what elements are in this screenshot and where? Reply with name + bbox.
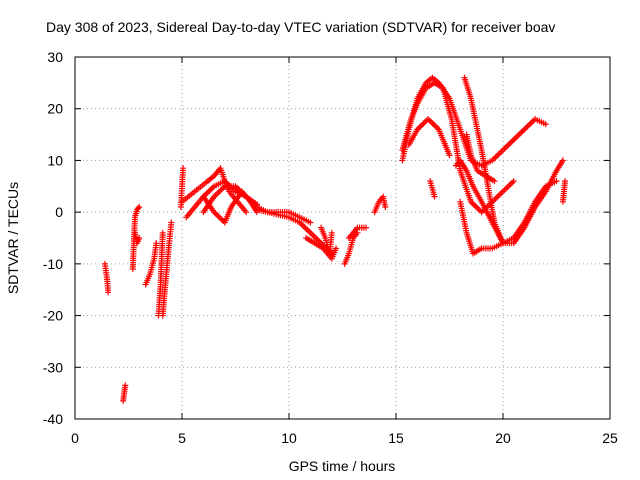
data-point [553,178,560,185]
x-tick-label: 25 [602,430,618,446]
series-s24 [452,157,560,247]
y-tick-label: 20 [47,101,63,117]
chart-title: Day 308 of 2023, Sidereal Day-to-day VTE… [46,19,555,35]
x-tick-label: 10 [281,430,297,446]
y-tick-label: -30 [43,359,63,375]
grid-layer [75,57,610,419]
series-s4 [131,229,143,247]
series-s23 [461,74,566,247]
y-tick-label: -20 [43,308,63,324]
series-s27 [559,178,569,205]
x-axis-label: GPS time / hours [289,458,396,474]
data-point [307,219,314,226]
y-tick-label: -40 [43,411,63,427]
data-point [105,289,112,296]
point-layer [101,74,569,404]
data-point [168,219,175,226]
series-s11 [200,183,314,226]
data-point [542,121,549,128]
series-s6 [155,229,166,319]
series-s25 [457,198,506,257]
data-point [328,229,335,236]
series-s16 [341,229,361,267]
data-point [153,240,160,247]
series-s18 [371,193,389,216]
data-point [180,165,187,172]
x-tick-label: 0 [71,430,79,446]
data-point [431,193,438,200]
series-s15 [318,224,335,257]
data-point [446,152,453,159]
y-tick-label: 10 [47,152,63,168]
series-s14 [303,235,340,262]
series-s26 [463,131,498,185]
data-point [363,224,370,231]
data-point [562,178,569,185]
series-s17 [345,224,370,241]
series-s21 [405,116,453,159]
y-tick-label: 0 [55,204,63,220]
x-tick-label: 15 [388,430,404,446]
series-s2 [120,382,129,404]
y-axis-label: SDTVAR / TECUs [5,182,21,294]
series-s22 [427,178,438,200]
series-s1 [101,260,112,296]
data-point [136,235,143,241]
data-point [136,203,143,210]
data-point [135,205,142,212]
data-point [382,203,389,210]
y-tick-label: -10 [43,256,63,272]
x-tick-label: 5 [178,430,186,446]
data-point [159,229,166,236]
data-point [243,209,250,216]
data-point [333,245,340,252]
y-tick-label: 30 [47,49,63,65]
x-tick-label: 20 [495,430,511,446]
series-s5 [142,240,160,288]
series-s20 [399,79,517,216]
data-point [559,157,566,164]
data-point [500,240,506,247]
data-point [122,382,129,389]
data-point [510,178,517,185]
series-s7 [159,219,175,319]
plot-frame [74,56,611,420]
data-point [491,178,498,185]
